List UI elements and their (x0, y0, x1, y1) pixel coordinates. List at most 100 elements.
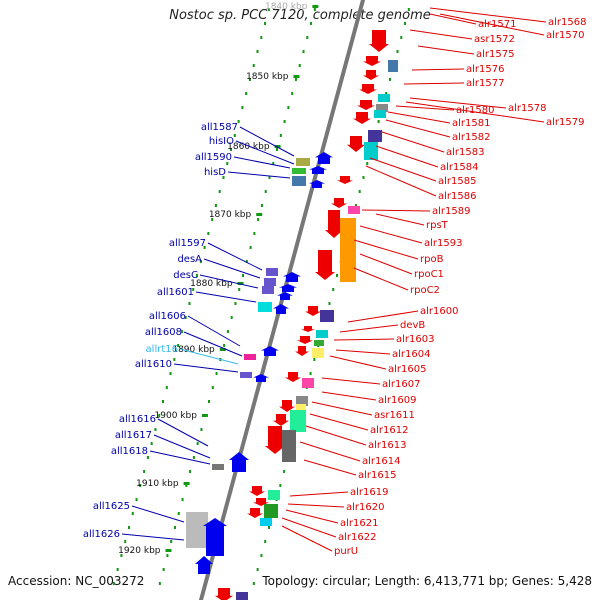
forward-gene-arrow[interactable] (337, 176, 353, 184)
gene-label-alr1603[interactable]: alr1603 (396, 334, 434, 345)
gene-label-alr1604[interactable]: alr1604 (392, 349, 430, 360)
reverse-gene-block[interactable] (292, 176, 306, 186)
gene-label-alr1612[interactable]: alr1612 (370, 425, 408, 436)
gene-label-puru[interactable]: purU (334, 546, 358, 557)
reverse-gene-arrow[interactable] (309, 166, 327, 174)
gene-label-all1587[interactable]: all1587 (201, 122, 238, 133)
reverse-gene-arrow[interactable] (283, 272, 301, 282)
forward-gene-arrow[interactable] (215, 588, 233, 600)
gene-label-alr1593[interactable]: alr1593 (424, 238, 462, 249)
forward-gene-arrow[interactable] (247, 508, 263, 518)
reverse-gene-block[interactable] (240, 372, 252, 378)
forward-gene-arrow[interactable] (363, 56, 381, 66)
forward-gene-block[interactable] (290, 410, 306, 432)
reverse-gene-block[interactable] (262, 286, 274, 294)
forward-gene-block[interactable] (260, 518, 272, 526)
reverse-gene-arrow[interactable] (279, 284, 297, 292)
gene-label-alr1620[interactable]: alr1620 (346, 502, 384, 513)
gene-label-all1601[interactable]: all1601 (157, 287, 194, 298)
gene-label-alr1607[interactable]: alr1607 (382, 379, 420, 390)
forward-gene-arrow[interactable] (301, 326, 315, 332)
gene-label-devb[interactable]: devB (400, 320, 425, 331)
forward-gene-block[interactable] (388, 60, 398, 72)
gene-label-alr1579[interactable]: alr1579 (546, 117, 584, 128)
forward-gene-block[interactable] (340, 218, 356, 282)
gene-label-alr1584[interactable]: alr1584 (440, 162, 478, 173)
gene-label-alr1578[interactable]: alr1578 (508, 103, 546, 114)
gene-label-desc[interactable]: desC (173, 270, 198, 281)
gene-label-all1618[interactable]: all1618 (111, 446, 148, 457)
forward-gene-arrow[interactable] (265, 426, 285, 454)
gene-label-all1616[interactable]: all1616 (119, 414, 156, 425)
forward-gene-arrow[interactable] (353, 112, 371, 124)
forward-gene-arrow[interactable] (249, 486, 265, 496)
forward-gene-arrow[interactable] (369, 30, 389, 52)
gene-label-alr1586[interactable]: alr1586 (438, 191, 476, 202)
gene-label-alr1619[interactable]: alr1619 (350, 487, 388, 498)
gene-label-alr1571[interactable]: alr1571 (478, 19, 516, 30)
reverse-gene-arrow[interactable] (273, 304, 289, 314)
gene-label-all1617[interactable]: all1617 (115, 430, 152, 441)
forward-gene-block[interactable] (320, 310, 334, 322)
forward-gene-block[interactable] (264, 504, 278, 518)
gene-label-alr1615[interactable]: alr1615 (358, 470, 396, 481)
forward-gene-arrow[interactable] (357, 100, 375, 110)
forward-gene-block[interactable] (302, 378, 314, 388)
gene-label-alr1613[interactable]: alr1613 (368, 440, 406, 451)
forward-gene-block[interactable] (368, 130, 382, 142)
forward-gene-arrow[interactable] (279, 400, 295, 412)
gene-label-alr1580[interactable]: alr1580 (456, 105, 494, 116)
reverse-gene-arrow[interactable] (203, 518, 227, 556)
forward-gene-arrow[interactable] (273, 414, 289, 426)
forward-gene-block[interactable] (268, 490, 280, 500)
reverse-gene-block[interactable] (264, 278, 276, 286)
forward-gene-block[interactable] (296, 404, 306, 412)
gene-label-allrt16[interactable]: allrt16 (146, 344, 178, 355)
gene-label-asr1572[interactable]: asr1572 (474, 34, 515, 45)
forward-gene-block[interactable] (378, 94, 390, 102)
gene-label-rpob[interactable]: rpoB (420, 254, 444, 265)
gene-label-alr1614[interactable]: alr1614 (362, 456, 400, 467)
forward-gene-arrow[interactable] (347, 136, 365, 152)
gene-label-alr1600[interactable]: alr1600 (420, 306, 458, 317)
forward-gene-arrow[interactable] (363, 70, 379, 80)
gene-label-all1626[interactable]: all1626 (83, 529, 120, 540)
gene-label-alr1576[interactable]: alr1576 (466, 64, 504, 75)
forward-gene-arrow[interactable] (325, 210, 343, 238)
forward-gene-arrow[interactable] (315, 250, 335, 280)
gene-label-alr1583[interactable]: alr1583 (446, 147, 484, 158)
forward-gene-block[interactable] (364, 142, 378, 160)
forward-gene-block[interactable] (236, 592, 248, 600)
gene-label-alr1621[interactable]: alr1621 (340, 518, 378, 529)
reverse-gene-block[interactable] (292, 168, 306, 174)
gene-label-all1590[interactable]: all1590 (195, 152, 232, 163)
gene-label-all1606[interactable]: all1606 (149, 311, 186, 322)
gene-label-asr1611[interactable]: asr1611 (374, 410, 415, 421)
gene-label-alr1609[interactable]: alr1609 (378, 395, 416, 406)
forward-gene-block[interactable] (348, 206, 360, 214)
reverse-gene-block[interactable] (244, 354, 256, 360)
reverse-gene-block[interactable] (186, 512, 208, 548)
reverse-gene-arrow[interactable] (253, 374, 269, 382)
reverse-gene-arrow[interactable] (309, 180, 325, 188)
forward-gene-arrow[interactable] (305, 306, 321, 316)
gene-label-all1608[interactable]: all1608 (145, 327, 182, 338)
reverse-gene-arrow[interactable] (261, 346, 279, 356)
forward-gene-block[interactable] (296, 396, 308, 406)
gene-label-alr1581[interactable]: alr1581 (452, 118, 490, 129)
forward-gene-arrow[interactable] (297, 336, 313, 344)
gene-label-alr1589[interactable]: alr1589 (432, 206, 470, 217)
gene-label-alr1568[interactable]: alr1568 (548, 17, 586, 28)
gene-label-alr1582[interactable]: alr1582 (452, 132, 490, 143)
forward-gene-arrow[interactable] (295, 346, 309, 356)
forward-gene-arrow[interactable] (285, 372, 301, 382)
reverse-gene-arrow[interactable] (277, 292, 293, 300)
gene-label-all1597[interactable]: all1597 (169, 238, 206, 249)
forward-gene-block[interactable] (282, 430, 296, 462)
gene-label-all1625[interactable]: all1625 (93, 501, 130, 512)
gene-label-alr1570[interactable]: alr1570 (546, 30, 584, 41)
forward-gene-arrow[interactable] (359, 84, 377, 94)
gene-label-alr1585[interactable]: alr1585 (438, 176, 476, 187)
gene-label-hisio[interactable]: hisIO (209, 136, 234, 147)
gene-label-rpst[interactable]: rpsT (426, 220, 449, 231)
